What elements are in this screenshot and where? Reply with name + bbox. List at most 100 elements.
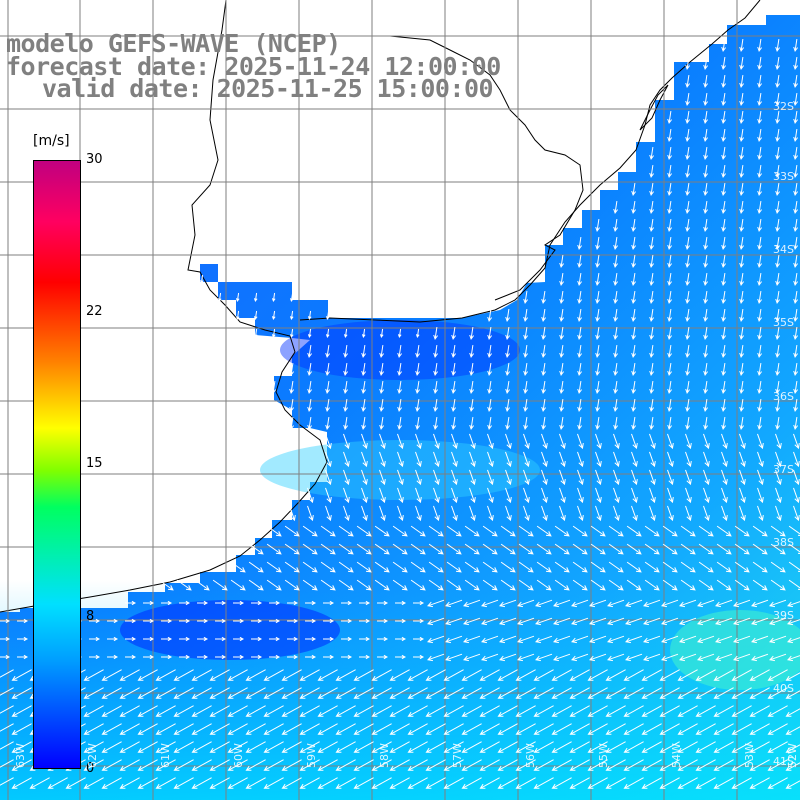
wind-arrow (703, 111, 708, 124)
wind-arrow (479, 687, 500, 699)
wind-arrow (787, 601, 800, 608)
wind-arrow (137, 705, 158, 717)
wind-arrow (397, 451, 404, 468)
wind-arrow (554, 525, 570, 537)
wind-arrow (179, 600, 191, 606)
wind-arrow (17, 636, 29, 642)
wind-arrow (554, 579, 570, 591)
wind-arrow (395, 600, 407, 606)
wind-arrow (685, 345, 690, 358)
wind-arrow (338, 525, 354, 537)
wind-arrow (191, 705, 212, 717)
wind-arrow (608, 579, 624, 591)
wind-arrow (749, 705, 770, 717)
wind-arrow (608, 543, 624, 555)
wind-arrow (541, 399, 546, 412)
wind-arrow (703, 57, 708, 70)
wind-arrow (775, 451, 782, 468)
wind-arrow (739, 363, 744, 376)
longitude-label: 63W (14, 743, 27, 768)
wind-arrow (415, 505, 422, 522)
wind-arrow (595, 381, 600, 394)
wind-arrow (793, 433, 800, 450)
wind-arrow (263, 777, 284, 789)
wind-arrow (325, 505, 332, 522)
wind-arrow (451, 505, 458, 522)
wind-arrow (703, 451, 710, 468)
wind-arrow (785, 672, 800, 681)
wind-arrow (641, 741, 662, 753)
wind-arrow (613, 417, 618, 430)
wind-arrow (173, 687, 194, 699)
wind-arrow (379, 328, 384, 339)
wind-arrow (659, 687, 680, 699)
wind-arrow (715, 617, 733, 626)
wind-arrow (739, 93, 744, 106)
wind-arrow (0, 687, 14, 696)
wind-arrow (559, 469, 566, 486)
wind-arrow (230, 561, 246, 573)
wind-arrow (461, 687, 482, 699)
wind-arrow (685, 469, 692, 486)
wind-arrow (757, 255, 762, 268)
wind-arrow (302, 561, 318, 573)
wind-arrow (587, 777, 608, 789)
wind-arrow (649, 147, 654, 160)
wind-arrow (173, 705, 194, 717)
wind-arrow (703, 363, 708, 376)
wind-arrow (379, 505, 386, 522)
wind-arrow (469, 417, 474, 430)
wind-arrow (613, 433, 620, 450)
wind-arrow (389, 705, 410, 717)
wind-arrow (463, 599, 481, 608)
wind-arrow (607, 653, 625, 662)
wind-arrow (644, 579, 660, 591)
forecast-date: forecast date: 2025-11-24 12:00:00 (6, 52, 501, 81)
wind-arrow (374, 525, 390, 537)
wind-arrow (517, 599, 535, 608)
wind-arrow (194, 579, 210, 591)
wind-arrow (197, 654, 209, 660)
longitude-label: 52W (786, 743, 799, 768)
wind-arrow (590, 579, 606, 591)
wind-arrow (535, 653, 553, 662)
wind-arrow (353, 741, 374, 753)
wind-arrow (587, 705, 608, 717)
wind-arrow (515, 723, 536, 735)
wind-arrow (793, 93, 798, 106)
wind-arrow (775, 111, 780, 124)
wind-arrow (307, 345, 312, 358)
wind-arrow (101, 759, 122, 771)
wind-arrow (793, 129, 798, 142)
wind-arrow (770, 561, 786, 573)
wind-arrow (461, 777, 482, 789)
wind-arrow (577, 237, 582, 250)
wind-arrow (374, 579, 390, 591)
wind-arrow (281, 723, 302, 735)
wind-arrow (263, 687, 284, 699)
wind-arrow (767, 669, 788, 681)
wind-arrow (703, 487, 710, 504)
wind-arrow (155, 669, 176, 681)
wind-arrow (445, 635, 463, 644)
wind-arrow (227, 687, 248, 699)
wind-arrow (137, 759, 158, 771)
wind-arrow (731, 687, 752, 699)
wind-arrow (191, 777, 212, 789)
wind-arrow (757, 219, 762, 232)
wind-arrow (659, 705, 680, 717)
wind-arrow (395, 618, 407, 624)
wind-arrow (607, 617, 625, 626)
wind-arrow (469, 345, 474, 358)
wind-arrow (536, 543, 552, 555)
wind-arrow (793, 147, 798, 160)
wind-arrow (481, 599, 499, 608)
wind-arrow (533, 759, 554, 771)
wind-arrow (703, 183, 708, 196)
wind-arrow (415, 417, 420, 430)
wind-arrow (626, 543, 642, 555)
wind-arrow (523, 469, 530, 486)
wind-arrow (541, 433, 548, 450)
wind-arrow (263, 759, 284, 771)
wind-arrow (427, 617, 445, 626)
